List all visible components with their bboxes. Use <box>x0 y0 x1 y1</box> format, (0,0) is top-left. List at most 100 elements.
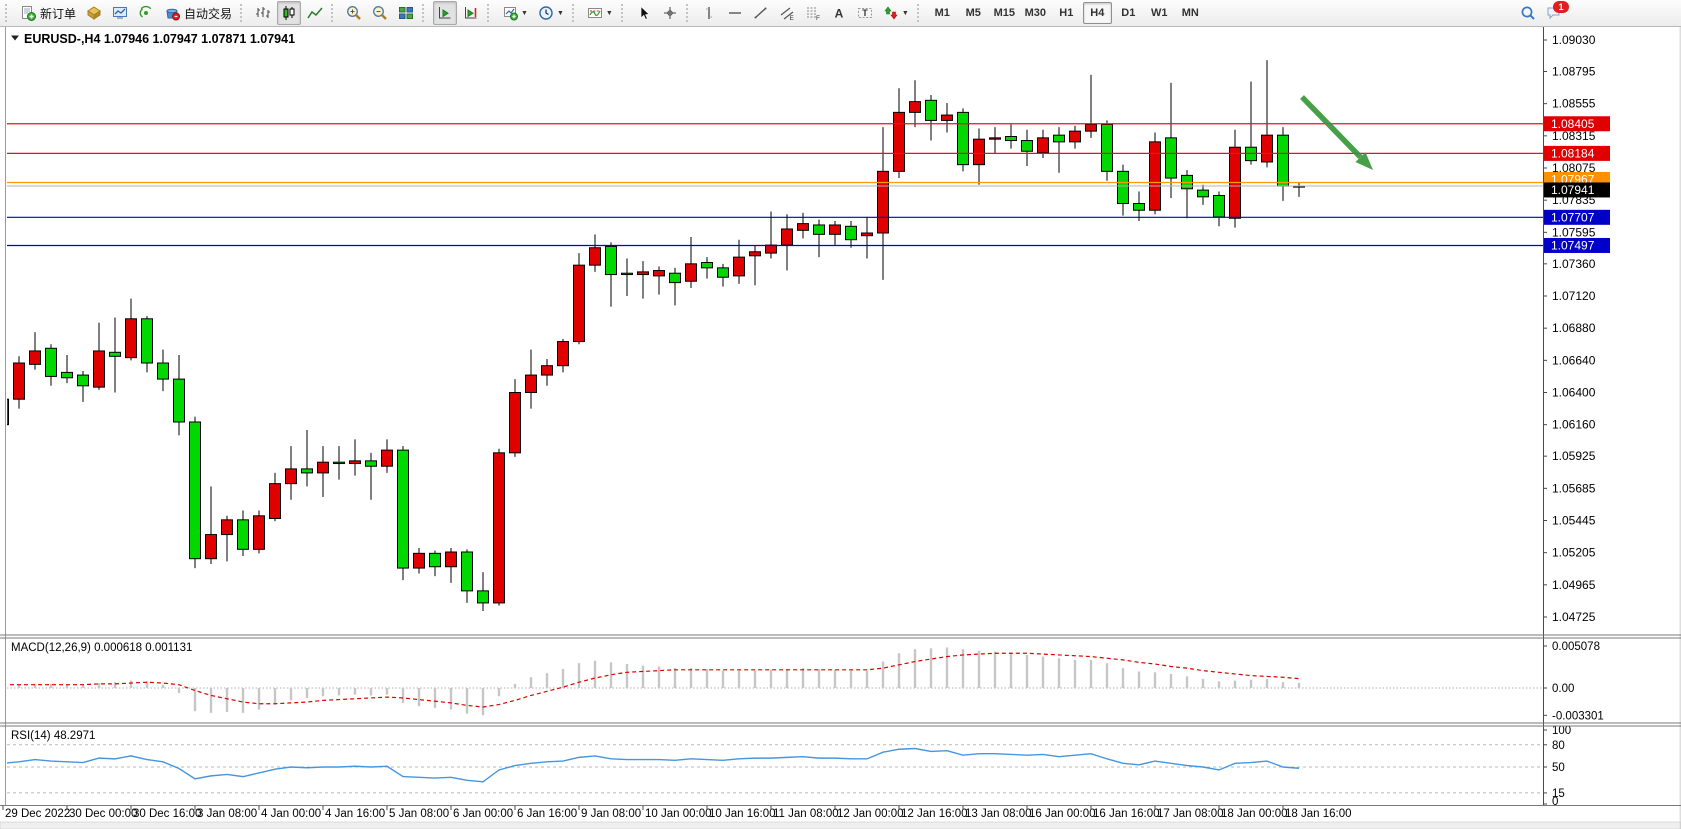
candle-down <box>45 347 57 377</box>
autotrading-button[interactable]: 自动交易 <box>160 1 236 25</box>
candle-down <box>605 245 617 276</box>
trade-group: 新订单 自动交易 <box>15 1 237 25</box>
timeframe-d1[interactable]: D1 <box>1121 7 1136 19</box>
candle-up <box>93 350 105 388</box>
vertical-line-button[interactable] <box>697 1 721 25</box>
candle-down <box>477 590 489 604</box>
time-axis-label: 5 Jan 08:00 <box>389 808 449 820</box>
notifications-button[interactable]: 1 <box>1542 1 1569 25</box>
timeframe-mn[interactable]: MN <box>1181 7 1199 19</box>
candle-up <box>765 244 777 254</box>
bar-chart-button[interactable] <box>251 1 275 25</box>
candles-icon <box>283 6 295 20</box>
tile-windows-button[interactable] <box>394 1 418 25</box>
timeframe-h4[interactable]: H4 <box>1082 2 1112 24</box>
price-axis-label: 1.07360 <box>1552 257 1596 271</box>
chevron-down-icon: ▼ <box>605 9 613 17</box>
candle-down <box>397 449 409 569</box>
periods-button[interactable]: ▼ <box>534 1 568 25</box>
crosshair-button[interactable] <box>658 1 682 25</box>
candle-down <box>237 519 249 550</box>
candle-up <box>221 519 233 536</box>
timeframe-m1[interactable]: M1 <box>934 7 950 19</box>
candle-down <box>621 272 633 276</box>
chart-shift-button[interactable] <box>459 1 483 25</box>
price-axis[interactable]: 1.090301.087951.085551.083151.080751.078… <box>1543 27 1610 808</box>
gold-box-icon <box>87 6 101 20</box>
signal-icon <box>139 5 152 18</box>
notification-badge: 1 <box>1553 1 1569 13</box>
svg-text:1.07707: 1.07707 <box>1551 211 1595 225</box>
trend-arrow[interactable] <box>1300 95 1373 170</box>
toolbar-grip <box>916 4 923 22</box>
new-order-button[interactable]: 新订单 <box>16 1 80 25</box>
new-chart-button[interactable]: ▼ <box>498 1 532 25</box>
chart-area[interactable]: EURUSD-,H4 1.07946 1.07947 1.07871 1.079… <box>0 27 1681 829</box>
indicators-button[interactable]: ▼ <box>583 1 617 25</box>
price-axis-label: 1.08315 <box>1552 129 1596 143</box>
candle-up <box>1261 134 1273 163</box>
text-label-button[interactable]: T <box>853 1 877 25</box>
rsi-axis-label: 80 <box>1552 740 1565 752</box>
one-click-trading-icon[interactable] <box>11 35 19 41</box>
time-axis-label: 17 Jan 08:00 <box>1157 808 1224 820</box>
zoom-out-button[interactable] <box>368 1 392 25</box>
equidistant-channel-button[interactable]: E <box>775 1 799 25</box>
cursor-button[interactable] <box>632 1 656 25</box>
autotrade-icon <box>166 8 181 21</box>
candle-down <box>157 362 169 380</box>
toolbar-grip <box>620 4 627 22</box>
time-axis-label: 12 Jan 00:00 <box>837 808 904 820</box>
vline-icon <box>705 7 712 19</box>
clock-icon <box>539 6 553 20</box>
candle-up <box>525 374 537 393</box>
monitor-icon <box>113 7 128 19</box>
linechart-icon <box>307 7 323 19</box>
price-axis-label: 1.05925 <box>1552 449 1596 463</box>
signals-button[interactable] <box>134 1 158 25</box>
candle-up <box>493 452 505 604</box>
package-button[interactable] <box>82 1 106 25</box>
auto-scroll-button[interactable] <box>433 1 458 25</box>
arrows-button[interactable]: ▼ <box>879 1 913 25</box>
macd-axis-label: 0.005078 <box>1552 641 1600 653</box>
timeframe-w1[interactable]: W1 <box>1151 7 1168 19</box>
search-icon <box>1521 6 1535 20</box>
zoom-in-button[interactable] <box>342 1 366 25</box>
horizontal-line-button[interactable] <box>723 1 747 25</box>
candle-up <box>749 251 761 257</box>
data-window-button[interactable] <box>108 1 132 25</box>
scroll-group <box>432 1 484 25</box>
svg-text:E: E <box>789 15 794 21</box>
timeframe-m5[interactable]: M5 <box>965 7 981 19</box>
macd-pane <box>7 647 1543 716</box>
candlestick-chart-button[interactable] <box>277 1 302 25</box>
timeframe-group: M1 M5 M15 M30 H1 H4 D1 W1 MN <box>927 1 1206 25</box>
candle-up <box>973 138 985 166</box>
price-axis-label: 1.08555 <box>1552 97 1596 111</box>
price-axis-label: 1.07595 <box>1552 225 1596 239</box>
timeframe-m30[interactable]: M30 <box>1024 7 1046 19</box>
chevron-down-icon: ▼ <box>901 9 909 17</box>
candle-down <box>1133 203 1145 211</box>
fibonacci-button[interactable]: F <box>801 1 825 25</box>
timeframe-h1[interactable]: H1 <box>1059 7 1074 19</box>
candle-up <box>573 264 585 343</box>
text-button[interactable]: A <box>827 1 851 25</box>
chart-title: EURUSD-,H4 1.07946 1.07947 1.07871 1.079… <box>24 32 295 46</box>
candle-up <box>29 350 41 365</box>
trendline-button[interactable] <box>749 1 773 25</box>
candle-down <box>365 460 377 467</box>
search-button[interactable] <box>1516 1 1540 25</box>
line-chart-button[interactable] <box>303 1 327 25</box>
candle-down <box>669 272 681 284</box>
timeframe-m15[interactable]: M15 <box>993 7 1015 19</box>
macd-axis-label: -0.003301 <box>1552 710 1604 722</box>
hline-icon <box>728 12 741 14</box>
time-axis-label: 4 Jan 16:00 <box>325 808 385 820</box>
candle-up <box>733 256 745 277</box>
candle-down <box>333 461 345 465</box>
crosshair-icon <box>663 7 676 19</box>
price-axis-label: 1.08795 <box>1552 64 1596 78</box>
